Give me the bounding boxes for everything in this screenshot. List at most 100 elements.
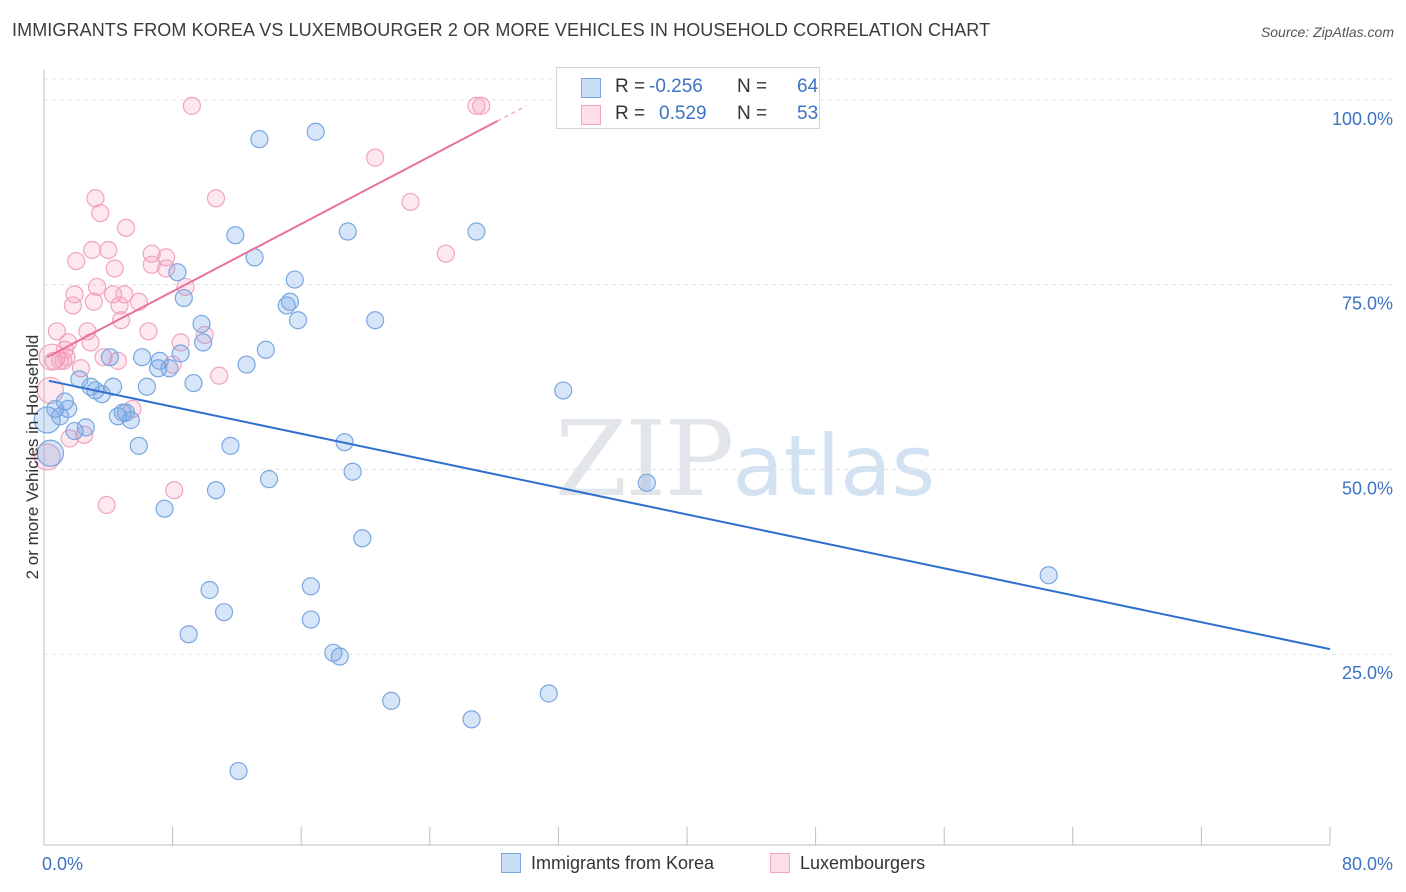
y-axis-label: 2 or more Vehicles in Household (23, 335, 42, 580)
korea-point (100, 348, 120, 367)
korea-point (467, 222, 486, 241)
lux-point (401, 192, 420, 212)
korea-point (168, 263, 187, 282)
lux-point (110, 296, 129, 315)
x-tick-label: 0.0% (42, 854, 83, 874)
korea-point (259, 470, 279, 489)
x-tick-label: 80.0% (1342, 854, 1393, 874)
korea-point (206, 481, 226, 500)
series-luxembourgers (33, 96, 491, 515)
korea-point (137, 377, 156, 396)
axes (43, 70, 1331, 846)
bottom-legend-lux[interactable]: Luxembourgers (770, 853, 925, 874)
korea-point (184, 373, 203, 393)
legend-n-value: 53 (797, 103, 819, 124)
lux-point (67, 251, 86, 271)
lux-point (129, 292, 148, 311)
lux-point (436, 244, 455, 263)
lux-point (206, 189, 226, 208)
korea-point (338, 222, 357, 241)
korea-point (301, 577, 320, 596)
korea-point (462, 710, 481, 729)
y-tick-label: 100.0% (1332, 109, 1393, 129)
korea-point (65, 421, 84, 441)
tick-labels: 25.0% 50.0% 75.0% 100.0% 0.0% 80.0% (42, 109, 1393, 874)
legend-r-label: R = (615, 76, 646, 97)
lux-point (210, 366, 229, 385)
korea-point (353, 529, 372, 548)
korea-point (237, 355, 256, 374)
lux-point (83, 240, 102, 260)
lux-point (366, 148, 385, 167)
lux-point (36, 376, 65, 405)
lux-point (97, 495, 116, 515)
watermark-zip: ZIP (555, 398, 734, 520)
korea-point (179, 625, 198, 644)
lux-point (139, 322, 158, 341)
lux-point (75, 425, 94, 444)
lux-point (33, 443, 61, 471)
lux-point (94, 348, 113, 367)
lux-point (105, 259, 124, 278)
legend-r-label: R = (615, 103, 646, 124)
korea-point (366, 311, 385, 330)
lux-point (47, 322, 66, 341)
korea-point (174, 288, 193, 308)
korea-point (226, 226, 245, 245)
legend-swatch-lux (581, 105, 601, 125)
korea-point (150, 351, 169, 370)
y-tick-label: 50.0% (1342, 478, 1393, 498)
korea-point (288, 311, 308, 330)
trendline-lux-extension (496, 105, 527, 122)
lux-point (142, 255, 161, 274)
y-tick-label: 25.0% (1342, 663, 1393, 683)
korea-point (637, 473, 656, 492)
korea-point (214, 603, 234, 622)
korea-point (280, 292, 300, 311)
lux-point (182, 96, 201, 115)
correlation-legend: R = -0.256 N = 64 R = 0.529 N = 53 (556, 67, 820, 129)
lux-point (467, 96, 486, 115)
lux-point (91, 203, 110, 223)
korea-point (250, 130, 269, 149)
watermark: ZIPatlas (555, 398, 935, 520)
korea-point (301, 610, 320, 629)
korea-point (1039, 566, 1058, 585)
korea-point (200, 580, 219, 600)
watermark-atlas: atlas (732, 417, 936, 515)
y-tick-label: 75.0% (1342, 294, 1393, 314)
korea-point (160, 359, 179, 378)
korea-point (121, 410, 140, 430)
korea-point (155, 499, 174, 518)
legend-n-value: 64 (797, 76, 819, 97)
lux-point (87, 277, 107, 297)
legend-r-value: -0.256 (649, 76, 703, 97)
lux-point (57, 348, 76, 367)
legend-swatch-lux (770, 853, 790, 873)
korea-point (229, 761, 248, 781)
korea-point (330, 647, 349, 666)
korea-point (76, 418, 95, 437)
source-label: Source: ZipAtlas.com (1260, 24, 1394, 40)
korea-point (192, 314, 211, 334)
bottom-legend-korea[interactable]: Immigrants from Korea (501, 853, 714, 874)
trendlines (46, 105, 1331, 651)
lux-point (472, 96, 491, 115)
lux-point (157, 259, 176, 278)
lux-point (165, 481, 184, 500)
korea-point (382, 691, 401, 710)
korea-point (539, 684, 558, 703)
korea-point (306, 122, 325, 141)
korea-point (171, 344, 190, 363)
korea-point (129, 436, 148, 455)
korea-point (221, 436, 240, 455)
legend-swatch-korea (581, 78, 601, 98)
legend-n-label: N = (737, 76, 768, 97)
chart-title: IMMIGRANTS FROM KOREA VS LUXEMBOURGER 2 … (12, 20, 991, 40)
lux-point (65, 285, 84, 304)
lux-point (115, 285, 134, 304)
trendline-korea (48, 379, 1331, 651)
legend-swatch-korea (501, 853, 521, 873)
legend-r-value: 0.529 (659, 103, 707, 124)
